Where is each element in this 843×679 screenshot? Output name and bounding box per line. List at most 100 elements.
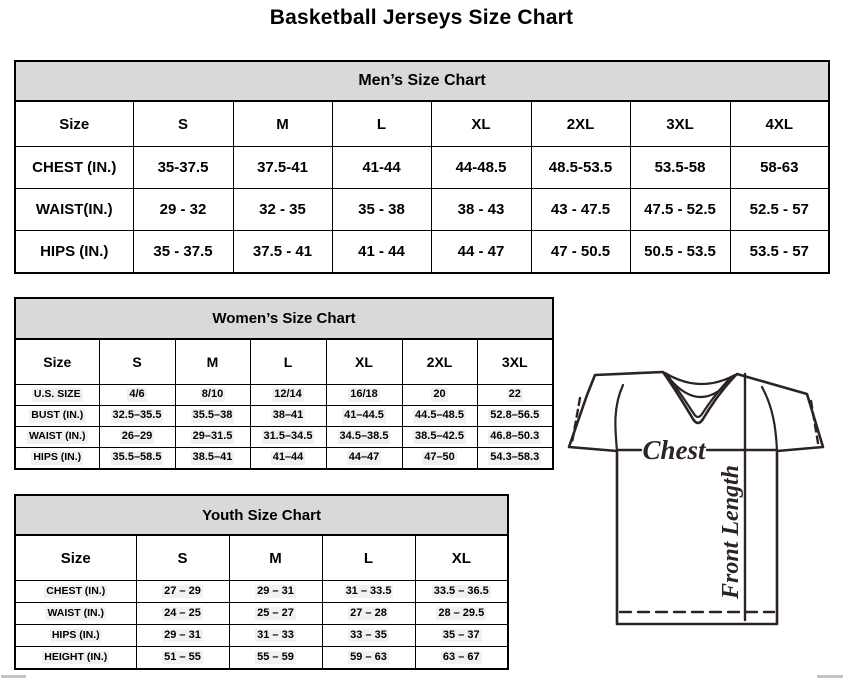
size-value-cell: 41–44.5	[325, 405, 403, 427]
table-title: Men’s Size Chart	[14, 60, 830, 102]
size-value-cell: 46.8–50.3	[476, 426, 554, 448]
column-header: 3XL	[476, 338, 554, 385]
table-row: WAIST (IN.) 24 – 25 25 – 27 27 – 28 28 – 29.…	[14, 602, 509, 625]
cell-text: 35 – 37	[440, 628, 482, 643]
size-value-cell: 22	[476, 384, 554, 406]
cell-text: 16/18	[348, 388, 380, 402]
right-armhole-seam	[760, 385, 779, 453]
row-label: U.S. SIZE	[14, 384, 100, 406]
collar-back-arc-2	[663, 371, 737, 399]
cell-text: 26–29	[119, 430, 155, 444]
column-header-row: Size S M L XL 2XL 3XL 4XL	[14, 100, 830, 147]
column-header: L	[321, 534, 416, 581]
mens-size-chart-table: Men’s Size Chart Size S M L XL 2XL 3XL 4XL CHEST …	[14, 60, 831, 274]
column-header: L	[249, 338, 327, 385]
cell-text: HEIGHT (IN.)	[42, 650, 110, 665]
size-value-cell: 32 - 35	[232, 188, 333, 231]
size-value-cell: 29 - 32	[132, 188, 234, 231]
size-value-cell: 29 – 31	[135, 624, 230, 647]
size-value-cell: 35 - 38	[331, 188, 432, 231]
size-value-cell: 44 - 47	[430, 230, 532, 274]
cell-text: 38.5–41	[190, 451, 235, 465]
chest-label: Chest	[642, 435, 707, 465]
cell-text: 29–31.5	[190, 430, 235, 444]
table-row: HIPS (IN.) 35 - 37.5 37.5 - 41 41 - 44 44 - …	[14, 230, 830, 274]
column-header: L	[331, 100, 432, 147]
right-cuff-dashed-line	[809, 399, 820, 445]
cell-text: 22	[506, 388, 523, 402]
size-value-cell: 48.5-53.5	[530, 146, 631, 189]
size-value-cell: 38–41	[249, 405, 327, 427]
column-header: S	[98, 338, 176, 385]
size-value-cell: 8/10	[174, 384, 251, 406]
size-value-cell: 38.5–42.5	[401, 426, 478, 448]
column-header: S	[135, 534, 230, 581]
size-value-cell: 31.5–34.5	[249, 426, 327, 448]
youth-size-chart-table: Youth Size Chart Size S M L XL CHEST (IN.) 27 –…	[14, 494, 510, 670]
size-value-cell: 52.8–56.5	[476, 405, 554, 427]
size-value-cell: 35 – 37	[414, 624, 509, 647]
cell-text: HIPS (IN.)	[31, 451, 84, 465]
size-value-cell: 54.3–58.3	[476, 447, 554, 470]
cell-text: 31 – 33	[255, 628, 296, 643]
size-value-cell: 41–44	[249, 447, 327, 470]
row-label: HEIGHT (IN.)	[14, 646, 137, 670]
size-value-cell: 27 – 28	[321, 602, 416, 625]
size-value-cell: 20	[401, 384, 478, 406]
cell-text: 28 – 29.5	[436, 606, 487, 621]
table-row: CHEST (IN.) 27 – 29 29 – 31 31 – 33.5 33.5 –…	[14, 580, 509, 603]
cell-text: 55 – 59	[255, 650, 296, 665]
cell-text: 35.5–58.5	[110, 451, 164, 465]
cell-text: CHEST (IN.)	[44, 584, 108, 599]
row-label: WAIST(IN.)	[14, 188, 134, 231]
column-header: M	[228, 534, 323, 581]
size-value-cell: 35-37.5	[132, 146, 234, 189]
cell-text: 31 – 33.5	[343, 584, 394, 599]
size-value-cell: 38.5–41	[174, 447, 251, 470]
cell-text: 44–47	[346, 451, 382, 465]
cell-text: 32.5–35.5	[110, 409, 164, 423]
column-header-row: Size S M L XL 2XL 3XL	[14, 338, 554, 385]
size-value-cell: 63 – 67	[414, 646, 509, 670]
cell-text: WAIST (IN.)	[26, 430, 88, 444]
size-value-cell: 44.5–48.5	[401, 405, 478, 427]
cell-text: 38.5–42.5	[413, 430, 466, 444]
cell-text: 27 – 29	[162, 584, 203, 599]
scrollbar-fragment-right[interactable]	[817, 675, 843, 678]
table-title: Women’s Size Chart	[14, 297, 554, 340]
row-label: HIPS (IN.)	[14, 447, 100, 470]
table-title-row: Women’s Size Chart	[14, 297, 554, 340]
size-value-cell: 37.5-41	[232, 146, 333, 189]
column-header: 2XL	[530, 100, 631, 147]
table-row: CHEST (IN.) 35-37.5 37.5-41 41-44 44-48.5 48.…	[14, 146, 830, 189]
row-label: CHEST (IN.)	[14, 580, 137, 603]
size-value-cell: 35 - 37.5	[132, 230, 234, 274]
cell-text: 24 – 25	[162, 606, 203, 621]
cell-text: 41–44.5	[342, 409, 386, 423]
size-value-cell: 35.5–38	[174, 405, 251, 427]
column-header: XL	[414, 534, 509, 581]
scrollbar-fragment-left[interactable]	[1, 675, 26, 678]
cell-text: 52.8–56.5	[488, 409, 542, 423]
row-label: BUST (IN.)	[14, 405, 100, 427]
cell-text: 33 – 35	[348, 628, 389, 643]
size-value-cell: 33 – 35	[321, 624, 416, 647]
table-title-row: Youth Size Chart	[14, 494, 509, 536]
size-value-cell: 34.5–38.5	[325, 426, 403, 448]
cell-text: 29 – 31	[162, 628, 203, 643]
size-value-cell: 12/14	[249, 384, 327, 406]
size-value-cell: 37.5 - 41	[232, 230, 333, 274]
cell-text: 63 – 67	[440, 650, 482, 665]
cell-text: 34.5–38.5	[337, 430, 391, 444]
table-row: WAIST(IN.) 29 - 32 32 - 35 35 - 38 38 - 43 43…	[14, 188, 830, 231]
jersey-body-outline	[567, 370, 825, 626]
size-value-cell: 47 - 50.5	[530, 230, 631, 274]
cell-text: 38–41	[270, 409, 306, 423]
column-header: Size	[14, 100, 134, 147]
size-value-cell: 41-44	[331, 146, 432, 189]
column-header: XL	[325, 338, 403, 385]
size-value-cell: 44–47	[325, 447, 403, 470]
cell-text: BUST (IN.)	[29, 409, 86, 423]
front-length-label: Front Length	[718, 465, 744, 600]
table-title: Youth Size Chart	[14, 494, 509, 536]
